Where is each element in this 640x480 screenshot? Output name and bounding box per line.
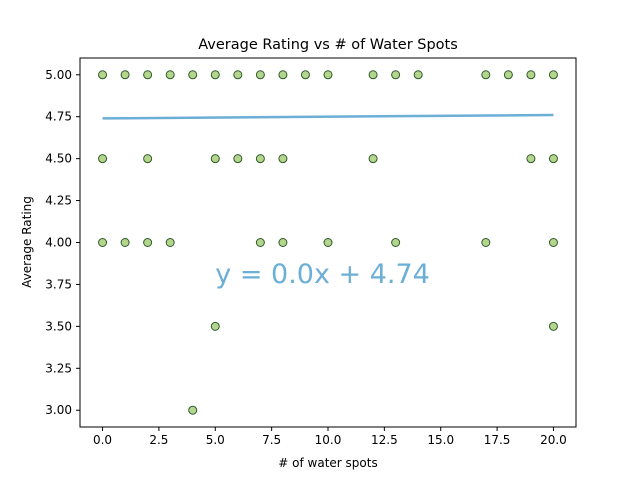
x-tick-label: 5.0 <box>206 433 225 447</box>
data-point <box>210 321 220 331</box>
y-tick-label: 4.00 <box>45 236 72 250</box>
regression-line <box>102 113 554 120</box>
data-point <box>233 70 243 80</box>
data-point <box>255 238 265 247</box>
data-point <box>481 70 491 80</box>
data-point <box>255 70 265 80</box>
data-point <box>278 238 288 247</box>
data-point <box>165 70 175 80</box>
x-axis-label: # of water spots <box>278 456 377 470</box>
data-point <box>120 238 130 247</box>
data-point <box>210 154 220 164</box>
plot-area <box>98 70 558 415</box>
x-tick-label: 2.5 <box>149 433 168 447</box>
data-point <box>323 70 333 80</box>
data-point <box>233 154 243 164</box>
data-point <box>368 154 378 164</box>
data-point <box>391 238 401 247</box>
y-tick-label: 4.75 <box>45 110 72 124</box>
data-point <box>391 70 401 80</box>
data-point <box>188 405 198 415</box>
data-point <box>278 70 288 80</box>
data-point <box>143 154 153 164</box>
y-axis-label: Average Rating <box>20 196 34 288</box>
x-tick-label: 10.0 <box>315 433 342 447</box>
data-point <box>98 154 108 164</box>
data-point <box>143 238 153 247</box>
regression-equation-label: y = 0.0x + 4.74 <box>215 259 430 290</box>
y-tick-label: 3.75 <box>45 277 72 291</box>
x-tick-label: 7.5 <box>262 433 281 447</box>
data-point <box>98 238 108 247</box>
data-point <box>143 70 153 80</box>
x-tick-label: 0.0 <box>93 433 112 447</box>
x-tick-label: 20.0 <box>540 433 567 447</box>
data-point <box>120 70 130 80</box>
data-point <box>481 238 491 247</box>
y-tick-label: 3.25 <box>45 361 72 375</box>
x-tick-label: 12.5 <box>371 433 398 447</box>
data-point <box>548 154 558 164</box>
data-point <box>548 70 558 80</box>
y-tick-label: 4.25 <box>45 194 72 208</box>
data-point <box>278 154 288 164</box>
data-point <box>413 70 423 80</box>
data-point <box>526 154 536 164</box>
data-point <box>255 154 265 164</box>
y-tick-label: 5.00 <box>45 68 72 82</box>
data-point <box>165 238 175 247</box>
y-tick-label: 3.00 <box>45 403 72 417</box>
data-point <box>210 70 220 80</box>
data-point <box>548 238 558 247</box>
data-point <box>526 70 536 80</box>
data-point <box>548 321 558 331</box>
y-tick-label: 3.50 <box>45 319 72 333</box>
data-point <box>323 238 333 247</box>
data-point <box>503 70 513 80</box>
y-tick-label: 4.50 <box>45 152 72 166</box>
x-tick-label: 17.5 <box>484 433 511 447</box>
data-point <box>368 70 378 80</box>
chart-title: Average Rating vs # of Water Spots <box>198 37 458 53</box>
data-point <box>188 70 198 80</box>
data-point <box>300 70 310 80</box>
x-tick-label: 15.0 <box>427 433 454 447</box>
data-point <box>98 70 108 80</box>
